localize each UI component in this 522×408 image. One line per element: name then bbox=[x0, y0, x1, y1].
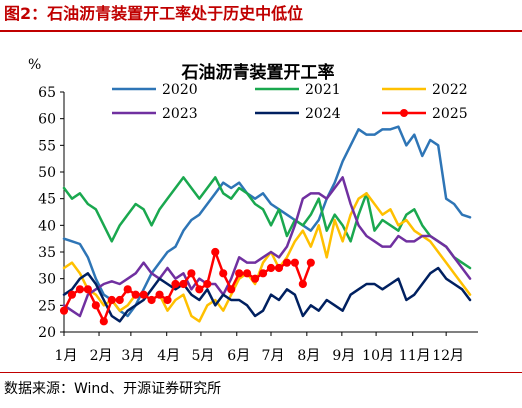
x-tick-label: 11月 bbox=[399, 348, 431, 364]
data-point-2025 bbox=[155, 290, 164, 299]
data-point-2025 bbox=[139, 290, 148, 299]
y-tick-label: 25 bbox=[38, 298, 56, 314]
data-point-2025 bbox=[282, 258, 292, 267]
y-tick-label: 35 bbox=[38, 245, 56, 261]
x-tick-label: 3月 bbox=[121, 348, 144, 364]
y-tick-label: 30 bbox=[38, 272, 56, 288]
x-tick-label: 12月 bbox=[432, 348, 464, 364]
data-point-2025 bbox=[83, 285, 92, 294]
data-point-2025 bbox=[187, 269, 196, 278]
x-tick-label: 6月 bbox=[227, 348, 250, 364]
legend-label-2025: 2025 bbox=[432, 106, 468, 122]
legend-label-2023: 2023 bbox=[162, 106, 198, 122]
y-tick-label: 40 bbox=[38, 218, 56, 234]
legend-label-2021: 2021 bbox=[305, 82, 341, 98]
legend-label-2024: 2024 bbox=[305, 106, 341, 122]
data-point-2025 bbox=[298, 279, 307, 289]
series-line-2024 bbox=[62, 266, 472, 323]
data-point-2025 bbox=[99, 317, 108, 326]
data-point-2025 bbox=[266, 263, 276, 273]
chart-title: 石油沥青装置开工率 bbox=[181, 62, 335, 83]
data-point-2025 bbox=[274, 263, 284, 273]
data-point-2025 bbox=[203, 279, 212, 289]
data-point-2025 bbox=[243, 269, 252, 278]
x-tick-label: 2月 bbox=[90, 348, 113, 364]
x-tick-label: 7月 bbox=[262, 348, 285, 364]
legend-label-2020: 2020 bbox=[162, 82, 198, 98]
series-line-2020 bbox=[62, 125, 472, 318]
data-point-2025 bbox=[306, 258, 315, 267]
markers-layer bbox=[59, 247, 315, 326]
data-point-2025 bbox=[163, 295, 172, 305]
y-tick-label: 20 bbox=[38, 325, 56, 341]
data-point-2025 bbox=[75, 285, 85, 294]
data-point-2025 bbox=[123, 285, 132, 294]
x-tick-label: 1月 bbox=[55, 348, 78, 364]
y-tick-label: 65 bbox=[38, 85, 56, 101]
y-tick-label: 45 bbox=[38, 192, 56, 208]
figure-title: 图2：石油沥青装置开工率处于历史中低位 bbox=[4, 4, 304, 23]
data-point-2025 bbox=[91, 301, 100, 310]
data-point-2025 bbox=[107, 295, 116, 305]
data-point-2025 bbox=[67, 290, 77, 299]
legend: 2020 2021 2022 2023 2024 2025 bbox=[112, 82, 468, 122]
x-tick-label: 5月 bbox=[191, 348, 214, 364]
x-tick-label: 9月 bbox=[332, 348, 355, 364]
source-note: 数据来源：Wind、开源证券研究所 bbox=[4, 381, 222, 397]
x-tick-label: 4月 bbox=[157, 348, 180, 364]
legend-marker-2025 bbox=[400, 109, 408, 117]
y-axis-unit: % bbox=[28, 57, 41, 73]
series-line-2022 bbox=[62, 192, 472, 323]
legend-label-2022: 2022 bbox=[432, 82, 468, 98]
bottom-rule bbox=[0, 372, 522, 373]
data-point-2025 bbox=[131, 290, 140, 299]
series-line-2023 bbox=[62, 176, 472, 318]
data-point-2025 bbox=[115, 295, 124, 305]
data-point-2025 bbox=[219, 269, 228, 278]
data-point-2025 bbox=[171, 279, 180, 289]
y-tick-label: 50 bbox=[38, 165, 56, 181]
data-point-2025 bbox=[195, 285, 204, 294]
data-point-2025 bbox=[250, 274, 260, 283]
data-point-2025 bbox=[227, 285, 236, 294]
data-point-2025 bbox=[59, 306, 69, 315]
x-tick-label: 8月 bbox=[297, 348, 320, 364]
data-point-2025 bbox=[147, 295, 156, 305]
y-tick-label: 60 bbox=[38, 112, 56, 128]
data-point-2025 bbox=[211, 247, 220, 257]
data-point-2025 bbox=[258, 269, 268, 278]
data-point-2025 bbox=[290, 258, 299, 267]
x-tick-label: 10月 bbox=[362, 348, 394, 364]
data-point-2025 bbox=[235, 269, 244, 278]
data-point-2025 bbox=[179, 279, 188, 289]
y-tick-label: 55 bbox=[38, 138, 56, 154]
top-rule bbox=[0, 30, 522, 32]
